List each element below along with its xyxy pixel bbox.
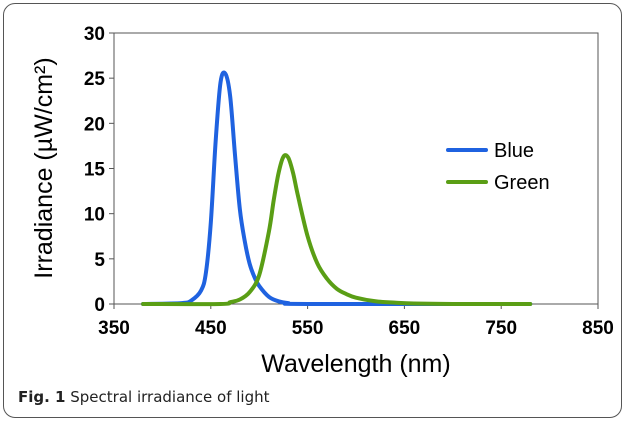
legend-label-green: Green	[494, 172, 550, 194]
y-tick-label: 20	[84, 114, 105, 135]
series-line-blue	[141, 70, 533, 307]
y-axis-title: Irradiance (µW/cm²)	[30, 57, 58, 278]
y-tick-label: 5	[94, 250, 105, 271]
legend: Blue Green	[446, 140, 550, 194]
y-axis: 0 5 10 15 20 25 30	[84, 24, 114, 316]
plot-area	[113, 32, 599, 305]
legend-label-blue: Blue	[494, 140, 534, 162]
figure-caption: Fig. 1 Spectral irradiance of light	[18, 388, 270, 406]
caption-text: Spectral irradiance of light	[70, 388, 270, 406]
x-tick-label: 850	[582, 318, 614, 339]
y-tick-label: 0	[94, 295, 105, 316]
y-tick-label: 10	[84, 205, 105, 226]
y-tick-label: 25	[84, 69, 106, 90]
x-axis-title: Wavelength (nm)	[261, 350, 450, 378]
caption-label: Fig. 1	[18, 388, 66, 406]
series-group	[141, 70, 533, 307]
y-tick-label: 30	[84, 24, 105, 45]
x-tick-label: 350	[98, 318, 130, 339]
x-tick-label: 550	[292, 318, 324, 339]
x-tick-label: 450	[195, 318, 227, 339]
x-tick-label: 750	[485, 318, 517, 339]
x-axis: 350 450 550 650 750 850	[98, 304, 614, 339]
y-tick-label: 15	[84, 160, 106, 181]
series-line-green	[141, 153, 533, 307]
x-tick-label: 650	[389, 318, 421, 339]
